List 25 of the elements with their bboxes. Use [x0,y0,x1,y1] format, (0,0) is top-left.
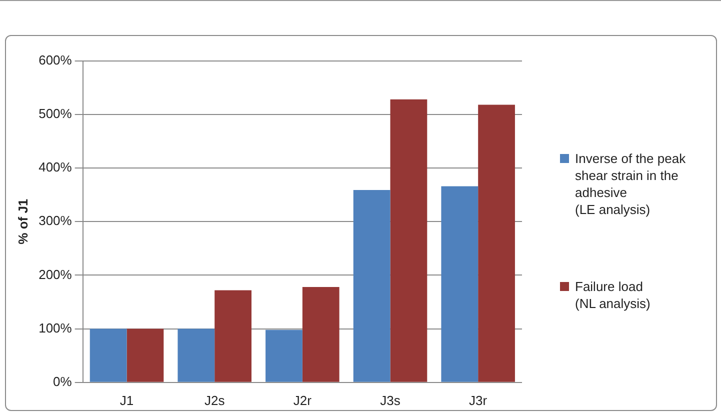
bar [90,328,127,382]
bar [302,286,340,382]
legend-label: Inverse of the peak shear strain in the adhesive (LE analysis) [575,150,687,218]
x-tick-label: J2s [204,392,226,408]
bar [478,104,515,382]
y-tick-label: 200% [38,266,72,282]
bar [266,330,302,382]
y-tick-label: 500% [38,106,72,121]
y-tick-label: 600% [38,52,72,68]
bar [126,328,164,382]
y-tick-label: 0% [53,374,72,389]
y-tick-label: 100% [38,320,72,336]
bar [353,190,390,382]
x-tick-label: J1 [120,392,134,408]
x-tick-label: J3r [469,392,488,408]
bar [178,328,215,382]
bar [390,99,428,382]
x-tick-label: J2r [293,392,312,408]
legend-label: Failure load (NL analysis) [575,278,650,312]
y-axis-title: % of J1 [15,198,30,244]
y-tick-label: 300% [38,213,72,228]
y-tick-label: 400% [38,160,72,175]
x-tick-label: J3s [380,392,401,408]
bar [214,290,252,382]
bar [441,186,478,382]
